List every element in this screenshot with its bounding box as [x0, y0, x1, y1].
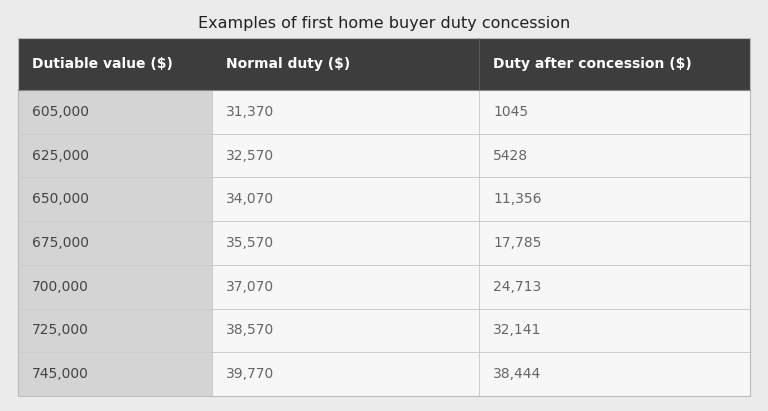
- Bar: [479, 221, 750, 265]
- Text: 725,000: 725,000: [32, 323, 89, 337]
- Text: 32,570: 32,570: [226, 148, 274, 163]
- Bar: [479, 178, 750, 221]
- Text: 39,770: 39,770: [226, 367, 274, 381]
- Bar: [212, 221, 479, 265]
- Bar: [212, 90, 479, 134]
- Bar: [18, 38, 750, 90]
- Text: 24,713: 24,713: [493, 280, 541, 294]
- Text: 11,356: 11,356: [493, 192, 541, 206]
- Bar: [18, 178, 212, 221]
- Text: Normal duty ($): Normal duty ($): [226, 57, 350, 71]
- Text: 38,570: 38,570: [226, 323, 274, 337]
- Text: 650,000: 650,000: [32, 192, 89, 206]
- Text: 625,000: 625,000: [32, 148, 89, 163]
- Text: 745,000: 745,000: [32, 367, 89, 381]
- Text: 5428: 5428: [493, 148, 528, 163]
- Bar: [18, 134, 212, 178]
- Bar: [479, 352, 750, 396]
- Text: 34,070: 34,070: [226, 192, 274, 206]
- Text: 38,444: 38,444: [493, 367, 541, 381]
- Bar: [18, 221, 212, 265]
- Bar: [18, 352, 212, 396]
- Bar: [18, 38, 750, 396]
- Text: 605,000: 605,000: [32, 105, 89, 119]
- Bar: [212, 309, 479, 352]
- Bar: [18, 90, 212, 134]
- Text: Duty after concession ($): Duty after concession ($): [493, 57, 692, 71]
- Text: 32,141: 32,141: [493, 323, 541, 337]
- Bar: [212, 134, 479, 178]
- Text: 700,000: 700,000: [32, 280, 89, 294]
- Text: Examples of first home buyer duty concession: Examples of first home buyer duty conces…: [198, 16, 570, 31]
- Bar: [212, 265, 479, 309]
- Bar: [18, 265, 212, 309]
- Text: 675,000: 675,000: [32, 236, 89, 250]
- Text: 1045: 1045: [493, 105, 528, 119]
- Text: Dutiable value ($): Dutiable value ($): [32, 57, 173, 71]
- Bar: [479, 265, 750, 309]
- Text: 35,570: 35,570: [226, 236, 274, 250]
- Bar: [479, 90, 750, 134]
- Bar: [212, 178, 479, 221]
- Bar: [479, 309, 750, 352]
- Text: 37,070: 37,070: [226, 280, 274, 294]
- Bar: [479, 134, 750, 178]
- Text: 17,785: 17,785: [493, 236, 541, 250]
- Text: 31,370: 31,370: [226, 105, 274, 119]
- Bar: [212, 352, 479, 396]
- Bar: [18, 309, 212, 352]
